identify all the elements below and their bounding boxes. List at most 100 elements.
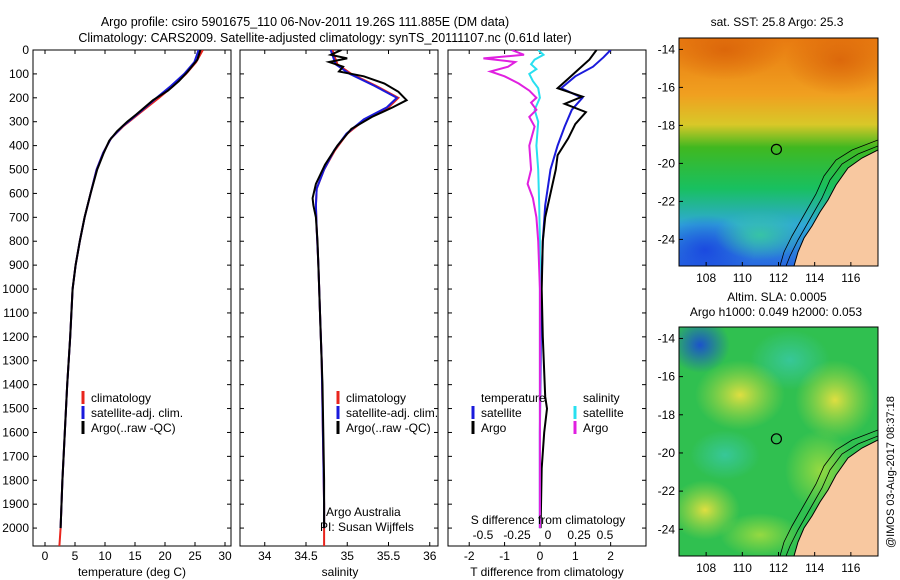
depth-tick-label: 0: [22, 43, 29, 57]
depth-tick-label: 1000: [2, 282, 29, 296]
difference-series: [483, 50, 612, 529]
x-tick-label: 15: [128, 549, 142, 563]
depth-tick-label: 400: [9, 139, 29, 153]
map-x-tick-label: 114: [805, 561, 824, 575]
legend-label-s-argo: Argo: [583, 421, 609, 435]
title-line-1: Argo profile: csiro 5901675_110 06-Nov-2…: [101, 15, 509, 29]
map-x-tick-label: 110: [733, 271, 752, 285]
map-y-tick-label: -20: [658, 446, 676, 460]
sst-cyan-patch: [715, 210, 805, 260]
salinity-xlabel: salinity: [322, 565, 359, 579]
sst-map: sat. SST: 25.8 Argo: 25.3 108 110 112 114 11…: [658, 15, 879, 285]
series-line-t-satellite: [538, 50, 612, 529]
bathymetry-contour: [785, 435, 878, 556]
depth-tick-label: 100: [9, 67, 29, 81]
temperature-legend: climatology satellite-adj. clim. Argo(..…: [81, 391, 183, 435]
series-line-t-argo: [539, 50, 598, 529]
salinity-series: [311, 50, 409, 546]
depth-tick-label: 1900: [2, 497, 29, 511]
x-tick-label: -2: [464, 549, 475, 563]
depth-tick-label: 500: [9, 163, 29, 177]
sla-high-patch: [720, 513, 800, 556]
sst-warm-patch: [785, 38, 878, 95]
x-tick-label: 35.5: [377, 549, 401, 563]
depth-axis: 0 100 200 300 400 500 600 700 800 900 1000 1100 1200…: [2, 43, 231, 535]
australia-land: [793, 149, 878, 266]
salinity-panel: 34 34.5 35 35.5 36 salinity climatology sate…: [239, 49, 439, 579]
depth-tick-label: 1500: [2, 402, 29, 416]
sla-low-patch: [679, 327, 730, 373]
map-y-tick-label: -16: [658, 370, 676, 384]
legend-label-climatology: climatology: [91, 391, 151, 405]
map-x-tick-label: 108: [696, 271, 716, 285]
map-x-tick-label: 116: [841, 271, 860, 285]
x-tick-label: 0: [537, 549, 544, 563]
legend-label-argo: Argo(..raw -QC): [346, 421, 431, 435]
legend-label-t-satellite: satellite: [481, 406, 522, 420]
sla-low-patch: [690, 430, 760, 480]
map-x-tick-label: 116: [841, 561, 860, 575]
map-y-tick-label: -14: [658, 42, 676, 56]
depth-tick-label: 600: [9, 186, 29, 200]
bathymetry-contour: [785, 145, 878, 266]
depth-tick-label: 700: [9, 210, 29, 224]
sla-high-patch: [795, 360, 875, 440]
series-line-argo-raw-qc-: [59, 50, 202, 529]
x-tick-label: 34.5: [294, 549, 318, 563]
annotation-pi-name: PI: Susan Wijffels: [320, 520, 414, 534]
legend-label-argo: Argo(..raw -QC): [91, 421, 176, 435]
depth-tick-label: 2000: [2, 521, 29, 535]
depth-tick-label: 800: [9, 234, 29, 248]
legend-label-satellite: satellite-adj. clim.: [346, 406, 438, 420]
sst-map-axes: 108 110 112 114 116 -14 -16 -18 -20 -22 -24: [658, 42, 861, 285]
sla-map-field: [679, 327, 878, 556]
map-x-tick-label: 112: [769, 561, 788, 575]
legend-label-s-satellite: satellite: [583, 406, 624, 420]
series-line-argo-raw-qc-: [311, 50, 409, 529]
salinity-difference-ticks: -0.5 -0.25 0 0.25 0.5: [473, 528, 614, 542]
x-tick-label: 35: [341, 549, 355, 563]
sla-high-patch: [695, 360, 785, 430]
difference-y-ticks: [448, 49, 646, 529]
difference-panel: -2 -1 0 1 2 S difference from climatology -0…: [447, 49, 647, 579]
depth-tick-label: 900: [9, 258, 29, 272]
map-y-tick-label: -18: [658, 118, 676, 132]
difference-legend: temperature satellite Argo salinity sate…: [471, 391, 624, 435]
temperature-x-axis: 0 5 10 15 20 25 30: [42, 50, 232, 563]
sst-warm-patch: [679, 38, 785, 80]
argo-float-marker: [770, 143, 783, 155]
annotation-argo-australia: Argo Australia: [326, 505, 401, 519]
title-line-2: Climatology: CARS2009. Satellite-adjuste…: [78, 31, 571, 45]
temperature-xlabel: temperature (deg C): [78, 565, 186, 579]
sst-map-title: sat. SST: 25.8 Argo: 25.3: [711, 15, 844, 29]
australia-land: [793, 439, 878, 556]
map-y-tick-label: -14: [658, 331, 676, 345]
s-diff-tick: -0.5: [473, 528, 494, 542]
s-diff-tick: 0.25: [567, 528, 591, 542]
depth-tick-label: 1700: [2, 449, 29, 463]
depth-tick-label: 1200: [2, 330, 29, 344]
x-tick-label: 10: [98, 549, 112, 563]
legend-label-t-argo: Argo: [481, 421, 507, 435]
temperature-series: [58, 50, 204, 546]
map-y-tick-label: -24: [658, 232, 676, 246]
x-tick-label: -1: [499, 549, 510, 563]
x-tick-label: 1: [572, 549, 579, 563]
depth-tick-label: 1300: [2, 354, 29, 368]
bathymetry-contour: [779, 139, 878, 266]
x-tick-label: 2: [607, 549, 614, 563]
bathymetry-contour: [779, 429, 878, 556]
sla-map-axes: 108 110 112 114 116 -14 -16 -18 -20 -22 -24: [658, 331, 861, 575]
x-tick-label: 0: [42, 549, 49, 563]
map-y-tick-label: -18: [658, 408, 676, 422]
depth-tick-label: 300: [9, 115, 29, 129]
difference-x-axis: -2 -1 0 1 2: [464, 50, 614, 563]
depth-tick-label: 1400: [2, 378, 29, 392]
map-x-tick-label: 108: [696, 561, 716, 575]
series-line-s-argo: [483, 50, 541, 529]
map-y-tick-label: -22: [658, 194, 676, 208]
map-y-tick-label: -24: [658, 522, 676, 536]
temperature-panel: 0100200300400500600700800900100011001200…: [2, 43, 232, 579]
depth-tick-label: 1800: [2, 473, 29, 487]
